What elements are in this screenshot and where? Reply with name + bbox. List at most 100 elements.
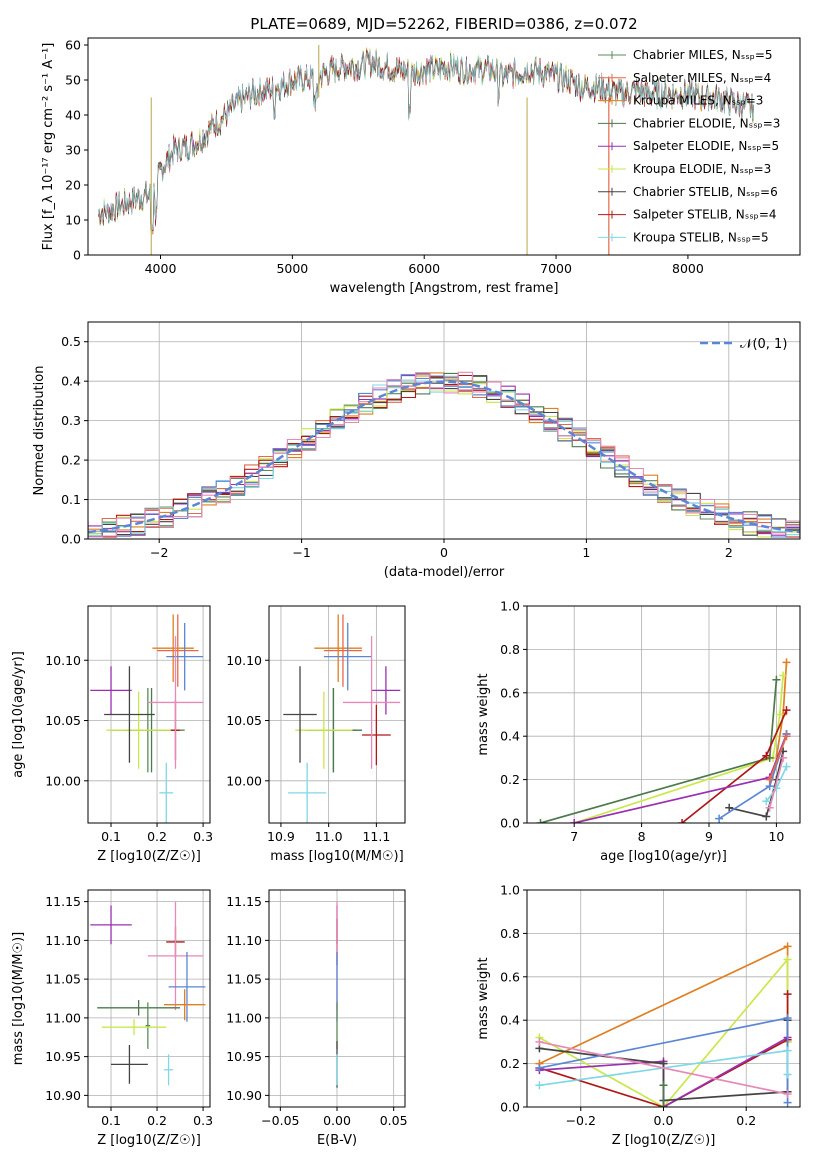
weight-line <box>768 735 788 780</box>
weight-marker <box>779 753 788 762</box>
y-axis-label: mass weight <box>476 957 491 1039</box>
plot-frame <box>526 889 801 1108</box>
legend-label: 𝒩(0, 1) <box>740 337 787 352</box>
y-tick-label: 10.90 <box>226 1088 262 1103</box>
panel-6: 0.1 0.2 0.3 10.90 10.95 11.00 11.05 11.10 11.15 Z… <box>11 889 213 1148</box>
x-tick-label: 0.05 <box>380 1113 408 1128</box>
y-tick-label: 11.15 <box>226 894 262 909</box>
weight-marker <box>782 658 791 667</box>
x-tick-label: 4000 <box>145 261 177 276</box>
weight-marker <box>762 751 771 760</box>
legend-label: Kroupa MILES, Nₛₛₚ=3 <box>633 94 763 108</box>
x-tick-label: 0.3 <box>193 1113 213 1128</box>
y-tick-label: 0.3 <box>61 413 81 428</box>
y-tick-label: 30 <box>65 143 81 158</box>
x-axis-label: E(B-V) <box>317 1133 357 1148</box>
legend: Chabrier MILES, Nₛₛₚ=5 Salpeter MILES, Nₛ… <box>598 48 780 244</box>
legend-label: Salpeter STELIB, Nₛₛₚ=4 <box>633 208 777 222</box>
x-tick-label: 11.0 <box>315 829 343 844</box>
normal-reference-curve <box>88 380 800 534</box>
y-tick-label: 0.0 <box>500 1100 520 1115</box>
x-tick-label: 0.2 <box>147 829 167 844</box>
y-tick-label: 11.05 <box>45 972 81 987</box>
y-axis-label: Flux [f_λ 10⁻¹⁷ erg cm⁻² s⁻¹ A⁻¹] <box>41 43 56 251</box>
x-tick-label: 0.0 <box>654 1113 674 1128</box>
weight-marker <box>535 1037 544 1046</box>
x-axis-label: (data-model)/error <box>384 565 505 580</box>
y-tick-label: 10 <box>65 213 81 228</box>
y-tick-label: 11.00 <box>226 1010 262 1025</box>
y-tick-label: 1.0 <box>500 599 520 614</box>
y-tick-label: 11.10 <box>45 933 81 948</box>
x-axis-label: mass [log10(M/M☉)] <box>270 849 403 864</box>
plot-frame <box>268 605 406 824</box>
weight-marker <box>536 819 545 823</box>
weight-marker <box>783 942 792 951</box>
weight-marker <box>715 814 724 823</box>
x-tick-label: 0.2 <box>147 1113 167 1128</box>
y-axis-label: Normed distribution <box>32 366 47 496</box>
x-tick-label: 0.2 <box>736 1113 756 1128</box>
y-tick-label: 0.1 <box>61 492 81 507</box>
weight-marker <box>535 1063 544 1072</box>
x-tick-label: 7000 <box>540 261 572 276</box>
weight-marker <box>783 1014 792 1023</box>
panel-1: 4000 5000 6000 7000 8000 0 10 20 30 40 50 60 wavelen… <box>41 37 801 296</box>
x-axis-label: age [log10(age/yr)] <box>600 849 727 864</box>
plot-frame <box>87 321 801 540</box>
plot-area <box>88 371 800 538</box>
x-tick-label: −1 <box>292 545 310 560</box>
panel-5: 7 8 9 10 0.0 0.2 0.4 0.6 0.8 1.0 age [log10(age/yr… <box>476 599 801 864</box>
y-tick-label: 20 <box>65 178 81 193</box>
weight-marker <box>659 1081 668 1090</box>
y-tick-label: 10.10 <box>226 653 262 668</box>
x-tick-label: −2 <box>150 545 168 560</box>
weight-line <box>729 751 784 818</box>
plot-area <box>90 901 206 1086</box>
x-tick-label: 5000 <box>276 261 308 276</box>
plot-frame <box>87 37 801 256</box>
x-tick-label: 1 <box>582 545 590 560</box>
x-tick-label: 9 <box>705 829 713 844</box>
y-tick-label: 10.95 <box>45 1049 81 1064</box>
x-tick-label: −0.05 <box>261 1113 299 1128</box>
legend-label: Kroupa STELIB, Nₛₛₚ=5 <box>633 230 769 244</box>
panel-2: −2 −1 0 1 2 0.0 0.1 0.2 0.3 0.4 0.5 (data-model)/er… <box>32 321 801 580</box>
weight-marker <box>659 1103 668 1107</box>
figure-title: PLATE=0689, MJD=52262, FIBERID=0386, z=0… <box>250 15 637 33</box>
x-tick-label: 8 <box>638 829 646 844</box>
plot-frame <box>87 889 211 1108</box>
y-tick-label: 11.15 <box>45 894 81 909</box>
weight-marker <box>762 797 771 806</box>
weight-marker <box>782 762 791 771</box>
weight-marker <box>783 990 792 999</box>
x-tick-label: 8000 <box>672 261 704 276</box>
x-tick-label: 0.1 <box>101 1113 121 1128</box>
y-axis-label: mass weight <box>476 673 491 755</box>
weight-marker <box>783 955 792 964</box>
y-tick-label: 0.8 <box>500 642 520 657</box>
legend-label: Salpeter MILES, Nₛₛₚ=4 <box>633 71 771 85</box>
weight-marker <box>783 1089 792 1098</box>
y-tick-label: 10.00 <box>226 773 262 788</box>
plot-area <box>98 45 754 255</box>
y-tick-label: 0.4 <box>500 1013 520 1028</box>
y-tick-label: 10.05 <box>45 713 81 728</box>
x-tick-label: 6000 <box>408 261 440 276</box>
legend-label: Chabrier STELIB, Nₛₛₚ=6 <box>633 185 778 199</box>
x-axis-label: Z [log10(Z/Z☉)] <box>97 849 201 864</box>
panel-3: 0.1 0.2 0.3 10.00 10.05 10.10 Z [log10(Z/Z☉)] a… <box>11 605 213 864</box>
y-tick-label: 0.5 <box>61 334 81 349</box>
x-axis-label: wavelength [Angstrom, rest frame] <box>330 281 559 296</box>
plot-frame <box>268 889 406 1108</box>
x-tick-label: 10.9 <box>267 829 295 844</box>
y-tick-label: 0.8 <box>500 926 520 941</box>
y-tick-label: 0.6 <box>500 969 520 984</box>
y-tick-label: 0.0 <box>61 532 81 547</box>
weight-marker <box>535 1081 544 1090</box>
y-tick-label: 0 <box>73 248 81 263</box>
x-tick-label: 11.1 <box>362 829 390 844</box>
plot-area <box>90 614 204 823</box>
y-tick-label: 40 <box>65 108 81 123</box>
